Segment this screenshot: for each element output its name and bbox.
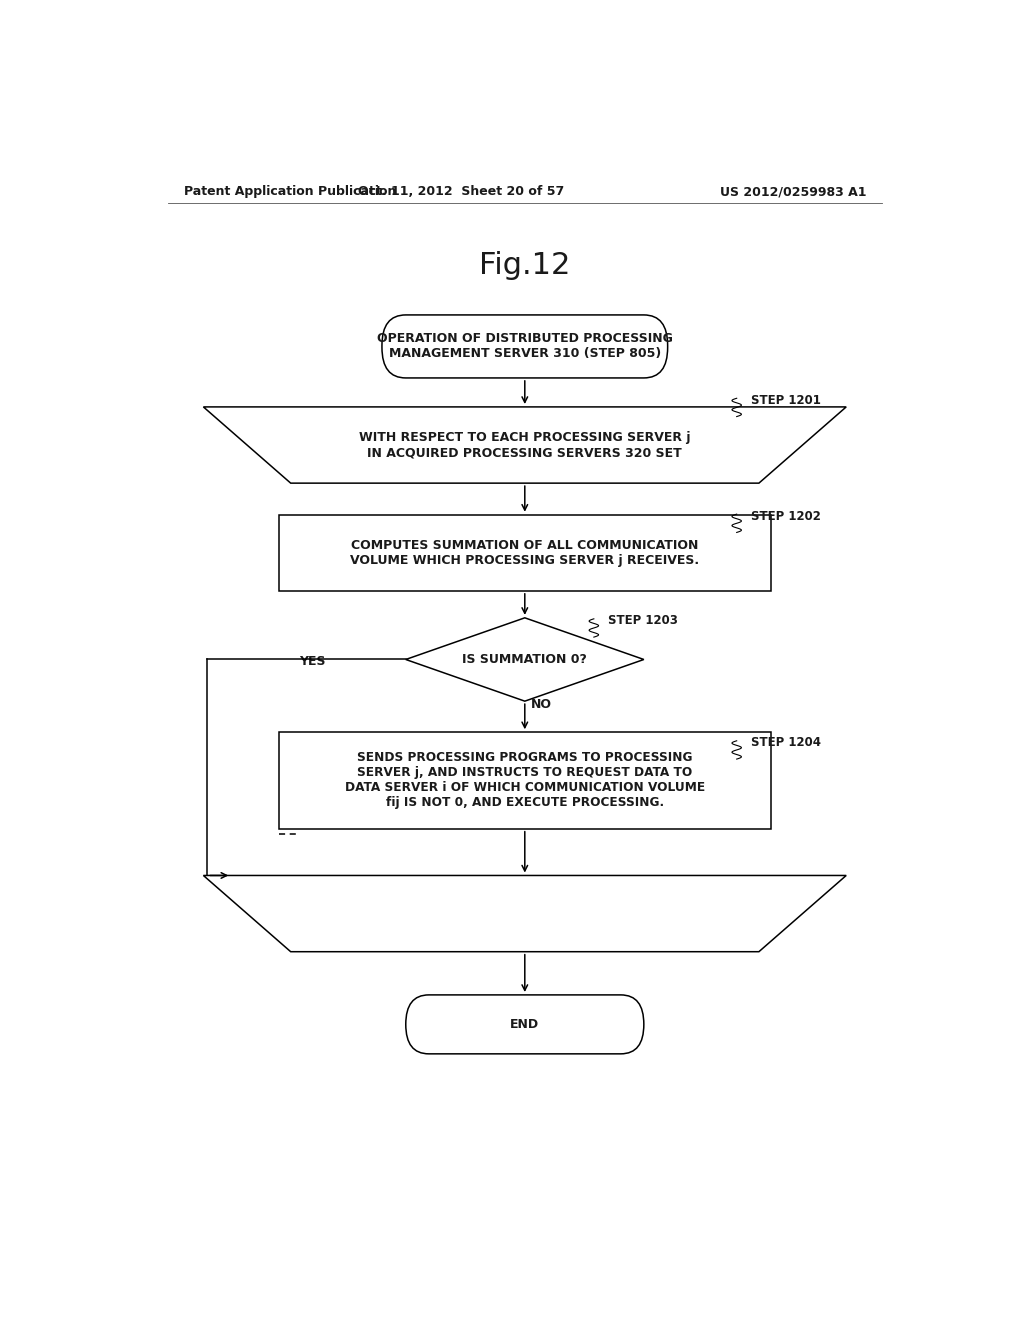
Text: STEP 1201: STEP 1201 [751,393,821,407]
Text: STEP 1203: STEP 1203 [608,614,678,627]
Text: STEP 1202: STEP 1202 [751,510,821,523]
Text: Patent Application Publication: Patent Application Publication [183,185,396,198]
Bar [279,733,771,829]
Text: Oct. 11, 2012  Sheet 20 of 57: Oct. 11, 2012 Sheet 20 of 57 [358,185,564,198]
Text: OPERATION OF DISTRIBUTED PROCESSING
MANAGEMENT SERVER 310 (STEP 805): OPERATION OF DISTRIBUTED PROCESSING MANA… [377,333,673,360]
Text: Fig.12: Fig.12 [479,251,570,280]
Text: COMPUTES SUMMATION OF ALL COMMUNICATION
VOLUME WHICH PROCESSING SERVER j RECEIVE: COMPUTES SUMMATION OF ALL COMMUNICATION … [350,539,699,566]
Text: US 2012/0259983 A1: US 2012/0259983 A1 [720,185,866,198]
Bar [279,515,771,591]
Polygon shape [204,407,846,483]
FancyBboxPatch shape [382,315,668,378]
Text: STEP 1204: STEP 1204 [751,737,821,750]
Text: NO: NO [531,698,552,710]
Text: SENDS PROCESSING PROGRAMS TO PROCESSING
SERVER j, AND INSTRUCTS TO REQUEST DATA : SENDS PROCESSING PROGRAMS TO PROCESSING … [345,751,705,809]
Polygon shape [406,618,644,701]
Text: YES: YES [299,655,326,668]
Text: END: END [510,1018,540,1031]
FancyBboxPatch shape [406,995,644,1053]
Polygon shape [204,875,846,952]
Text: IS SUMMATION 0?: IS SUMMATION 0? [463,653,587,667]
Text: WITH RESPECT TO EACH PROCESSING SERVER j
IN ACQUIRED PROCESSING SERVERS 320 SET: WITH RESPECT TO EACH PROCESSING SERVER j… [359,432,690,459]
